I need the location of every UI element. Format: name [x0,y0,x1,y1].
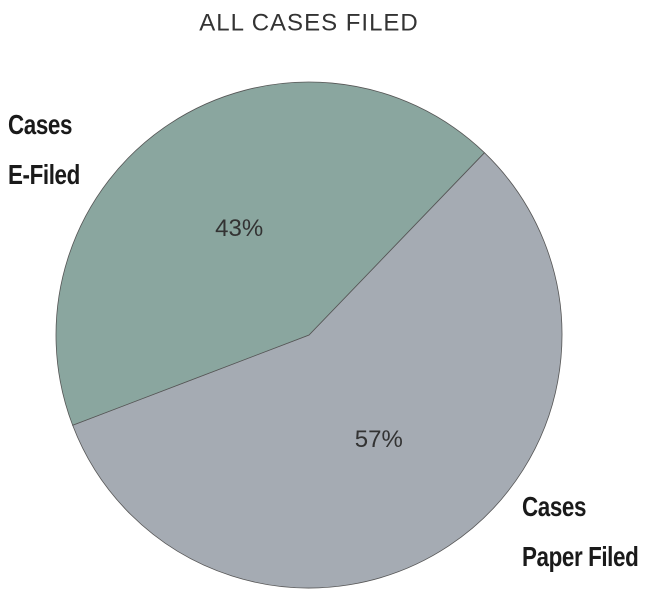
category-label: Cases Paper Filed [522,491,639,572]
category-label: Cases E-Filed [8,109,80,190]
chart-title: ALL CASES FILED [199,9,419,36]
pie-slice [55,81,485,426]
pie-slice [72,152,563,589]
value-label: 43% [215,215,263,242]
value-label: 57% [355,426,403,453]
